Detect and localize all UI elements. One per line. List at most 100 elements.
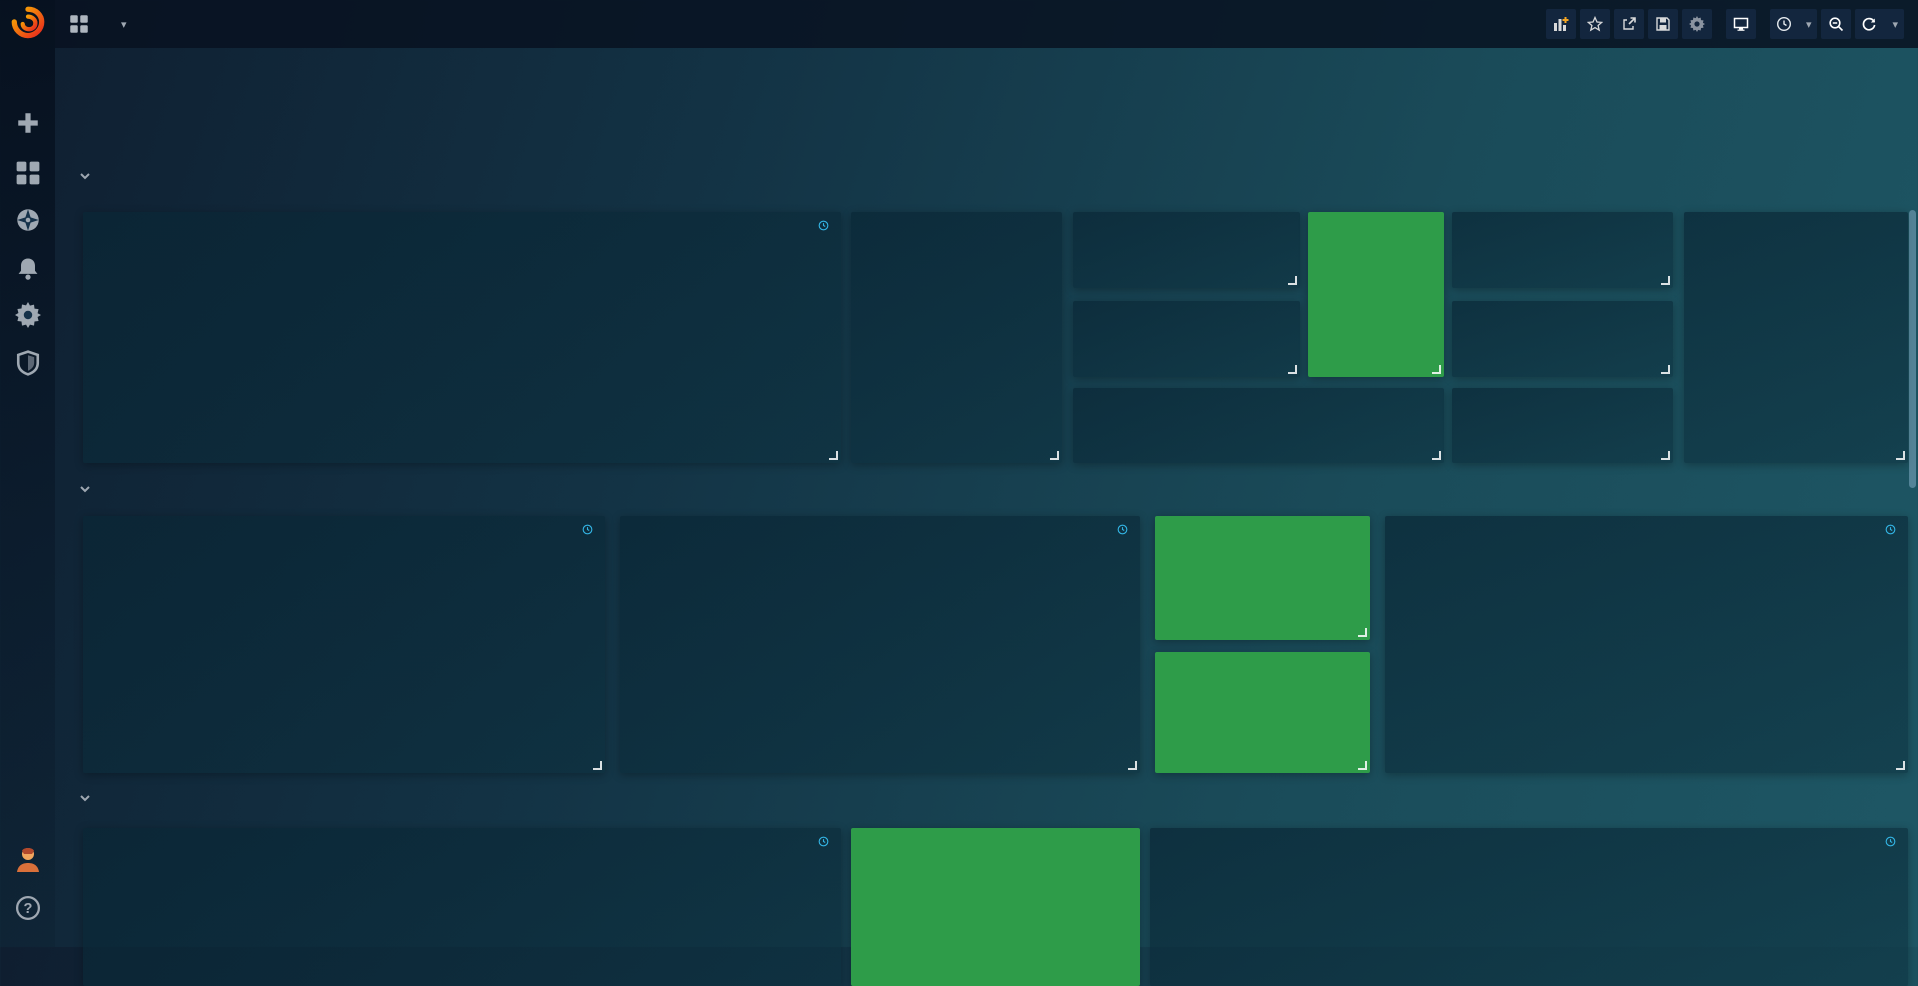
save-button[interactable] [1648,9,1678,39]
panel-title[interactable] [83,828,841,834]
resize-handle[interactable] [1288,365,1297,374]
panel-ups-runtime [1308,212,1444,377]
resize-handle[interactable] [1661,276,1670,285]
panel-title[interactable] [1385,516,1908,522]
panel-cpu1 [83,516,605,773]
cycle-view-monitor-button[interactable] [1726,9,1756,39]
help-icon[interactable]: ? [15,895,41,921]
battery-gauge[interactable] [851,238,1062,463]
clock-icon [1885,836,1896,847]
chevron-down-icon [79,170,91,182]
panel-title[interactable] [1073,388,1444,394]
panel-title[interactable] [1150,828,1908,834]
panel-title[interactable] [620,516,1140,522]
resize-handle[interactable] [1896,451,1905,460]
zoom-out-button[interactable] [1821,9,1851,39]
panel-time-override [818,836,833,847]
top-navbar: ▾ ▾ ▾ [55,0,1918,48]
panel-current-ups-load [1073,212,1300,288]
time-range-picker[interactable]: ▾ [1770,9,1818,39]
section-network-memory[interactable] [79,792,99,804]
resize-handle[interactable] [1896,761,1905,770]
network-chart[interactable] [83,852,841,986]
panel-title[interactable] [1155,652,1370,658]
panel-time-override [818,220,833,231]
panel-title[interactable] [1684,212,1908,218]
grafana-logo[interactable] [9,5,47,43]
panel-cpu1-temp [1155,516,1370,640]
panel-title[interactable] [1308,212,1444,218]
left-sidebar: ? [0,0,55,947]
panel-network [83,828,841,986]
user-avatar[interactable] [13,844,43,874]
configuration-gear-icon[interactable] [15,302,41,328]
resize-handle[interactable] [593,761,602,770]
panel-title[interactable] [851,212,1062,218]
panel-cpu2-temp [1155,652,1370,773]
clock-icon [582,524,593,535]
settings-gear-button[interactable] [1682,9,1712,39]
panel-time-override [1885,836,1900,847]
panel-average-psu-load [1073,301,1300,377]
panel-this-years-cost [1452,301,1673,377]
navbar-actions: ▾ ▾ [1546,9,1904,39]
explore-compass-icon[interactable] [15,207,41,233]
dashboards-grid-icon[interactable] [15,160,41,186]
panel-average-daily-cost [1452,212,1673,288]
alerting-bell-icon[interactable] [15,256,41,282]
panel-title[interactable] [1155,516,1370,522]
resize-handle[interactable] [1288,276,1297,285]
refresh-button[interactable]: ▾ [1855,9,1904,39]
panel-memory [1150,828,1908,986]
resize-handle[interactable] [1358,761,1367,770]
panel-time-override [582,524,597,535]
resize-handle[interactable] [1050,451,1059,460]
resize-handle[interactable] [829,451,838,460]
chevron-down-icon[interactable]: ▾ [121,18,127,31]
clock-icon [818,836,829,847]
star-button[interactable] [1580,9,1610,39]
resize-handle[interactable] [1128,761,1137,770]
server-admin-shield-icon[interactable] [15,350,41,376]
panel-ups-load-vs-time-left [1684,212,1908,463]
grafana-dashboard: { "colors":{"accent_cyan":"#33b5e5","ref… [0,0,1918,947]
panel-title[interactable] [83,516,605,522]
panel-current-load-kwh [1073,388,1444,463]
cpu1-temp-sparkline [1158,611,1367,637]
panel-title[interactable] [1073,301,1300,307]
chevron-down-icon[interactable]: ▾ [1892,18,1898,31]
clock-icon [1117,524,1128,535]
create-plus-icon[interactable] [15,110,41,136]
ups-load-chart[interactable] [83,236,841,436]
clock-icon [1885,524,1896,535]
resize-handle[interactable] [1358,628,1367,637]
resize-handle[interactable] [1661,365,1670,374]
cpu2-chart[interactable] [1385,540,1908,687]
memory-chart[interactable] [1150,852,1908,986]
chevron-down-icon [79,483,91,495]
panel-title[interactable] [83,212,841,218]
panel-time-override [1885,524,1900,535]
panel-title[interactable] [1452,212,1673,218]
cpu1-chart[interactable] [83,540,605,687]
panel-time-override [1117,524,1132,535]
section-ups-stats[interactable] [79,170,99,182]
resize-handle[interactable] [1432,451,1441,460]
resize-handle[interactable] [1432,365,1441,374]
panel-title[interactable] [1452,388,1673,394]
panel-title[interactable] [851,828,1140,834]
chevron-down-icon [79,792,91,804]
section-cpu-stats[interactable] [79,483,99,495]
panel-cpu-package [620,516,1140,773]
panel-cpu2 [1385,516,1908,773]
resize-handle[interactable] [1661,451,1670,460]
add-panel-button[interactable] [1546,9,1576,39]
panel-title[interactable] [1452,301,1673,307]
share-button[interactable] [1614,9,1644,39]
ups-load-time-left-chart[interactable] [1684,212,1908,463]
cpu-package-chart[interactable] [620,540,1140,687]
clock-icon [818,220,829,231]
panel-title[interactable] [1073,212,1300,218]
page-scrollbar[interactable] [1909,210,1916,488]
svg-text:?: ? [24,901,33,917]
